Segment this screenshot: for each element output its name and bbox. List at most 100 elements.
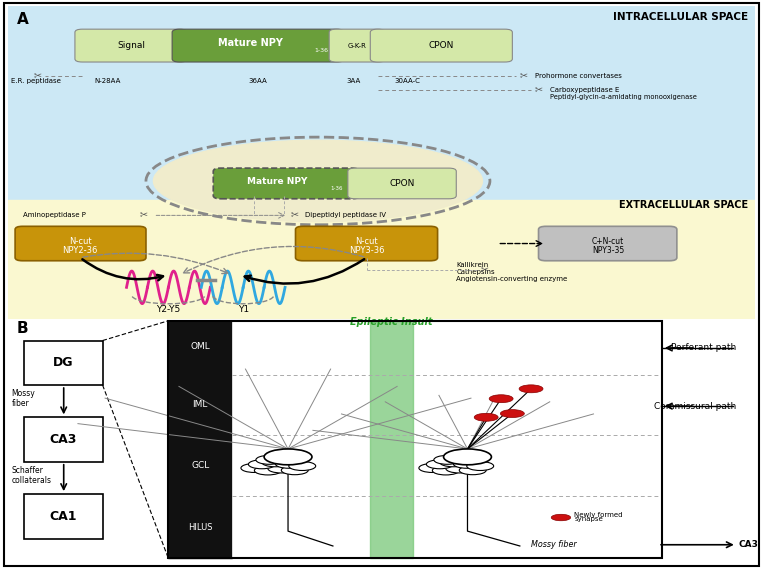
Circle shape [419,464,446,472]
Text: GCL: GCL [191,461,209,470]
Text: Prohormone convertases: Prohormone convertases [535,73,622,79]
Ellipse shape [153,141,482,222]
Circle shape [443,449,491,465]
Text: CA3: CA3 [739,540,758,549]
Text: EXTRACELLULAR SPACE: EXTRACELLULAR SPACE [619,200,748,210]
Text: 30AA-C: 30AA-C [394,78,420,84]
Text: Newly formed: Newly formed [575,512,623,518]
Text: Cathepsins: Cathepsins [456,269,495,275]
Text: NPY3-35: NPY3-35 [592,246,624,255]
Text: Mature NPY: Mature NPY [218,38,283,48]
Text: Mossy
fiber: Mossy fiber [11,389,35,409]
FancyBboxPatch shape [75,29,187,62]
Circle shape [475,413,498,421]
Circle shape [254,466,282,475]
Text: ✂: ✂ [535,84,543,94]
Text: 3AA: 3AA [346,78,360,84]
Circle shape [449,455,475,464]
Circle shape [256,455,283,464]
Text: A: A [17,12,28,27]
Text: B: B [17,321,28,336]
Circle shape [489,395,513,403]
Text: 1-36: 1-36 [314,48,329,53]
Bar [369,321,413,558]
Text: Dipeptidyl peptidase IV: Dipeptidyl peptidase IV [305,212,386,218]
Text: IML: IML [192,401,208,410]
Circle shape [551,514,571,521]
Bar [24,340,102,385]
FancyBboxPatch shape [348,168,456,199]
Circle shape [262,458,288,467]
Text: Carboxypeptidase E: Carboxypeptidase E [549,87,619,93]
Text: ✂: ✂ [481,264,489,274]
Text: Y1: Y1 [237,305,249,314]
Text: NPY3-36: NPY3-36 [349,246,385,255]
Circle shape [288,461,316,471]
FancyBboxPatch shape [15,226,146,261]
Bar [232,321,662,558]
Text: Mature NPY: Mature NPY [246,178,307,187]
Circle shape [501,410,524,418]
Circle shape [264,449,312,465]
Text: Y2-Y5: Y2-Y5 [156,305,181,314]
Text: N-28AA: N-28AA [94,78,121,84]
Text: INTRACELLULAR SPACE: INTRACELLULAR SPACE [613,12,748,22]
Circle shape [241,464,268,472]
Text: ✂: ✂ [140,209,148,219]
Text: Angiotensin-converting enzyme: Angiotensin-converting enzyme [456,276,568,282]
Circle shape [427,460,453,469]
Text: DG: DG [53,356,73,369]
Text: Signal: Signal [117,41,145,50]
Bar [169,321,232,558]
Text: Commissural path: Commissural path [655,402,737,411]
FancyBboxPatch shape [172,29,344,62]
Circle shape [446,464,473,473]
Text: Aminopeptidase P: Aminopeptidase P [23,212,85,218]
Text: N-cut: N-cut [69,237,92,246]
Text: E.R. peptidase: E.R. peptidase [11,78,61,84]
Text: OML: OML [190,342,210,351]
Text: 36AA: 36AA [249,78,268,84]
Circle shape [433,466,459,475]
Circle shape [249,460,275,469]
Bar [8,200,755,319]
Circle shape [453,459,480,468]
Circle shape [459,466,486,475]
Text: N-cut: N-cut [356,237,378,246]
Text: synapse: synapse [575,516,604,522]
Text: C+N-cut: C+N-cut [592,237,624,246]
Text: NPY2-36: NPY2-36 [63,246,98,255]
Bar [169,321,662,558]
Circle shape [275,459,302,468]
Text: CA1: CA1 [50,510,77,523]
Text: Peptidyl-glycin-α-amidating monooxigenase: Peptidyl-glycin-α-amidating monooxigenas… [549,94,697,100]
Circle shape [282,466,308,475]
Circle shape [439,458,467,467]
Text: Mossy fiber: Mossy fiber [531,540,577,549]
Text: CPON: CPON [390,179,415,188]
Text: HILUS: HILUS [188,523,212,532]
Text: Schaffer
collaterals: Schaffer collaterals [11,466,51,485]
Text: CPON: CPON [429,41,454,50]
Text: ✂: ✂ [520,70,528,80]
FancyBboxPatch shape [295,226,438,261]
Bar [8,6,755,200]
FancyBboxPatch shape [213,168,359,199]
Text: 1-36: 1-36 [330,186,343,191]
Bar [24,494,102,538]
Circle shape [434,455,461,464]
Text: Kallikrein: Kallikrein [456,262,488,269]
Circle shape [268,464,295,473]
FancyBboxPatch shape [329,29,385,62]
Text: ✂: ✂ [33,70,41,80]
Bar [24,417,102,462]
Text: ✂: ✂ [290,209,298,219]
Circle shape [467,461,494,471]
Text: Epileptic Insult: Epileptic Insult [349,317,433,327]
Text: Perforant path: Perforant path [671,344,737,352]
Circle shape [271,455,298,464]
Circle shape [519,385,543,393]
Text: G-K-R: G-K-R [348,43,367,49]
FancyBboxPatch shape [539,226,677,261]
FancyBboxPatch shape [370,29,513,62]
